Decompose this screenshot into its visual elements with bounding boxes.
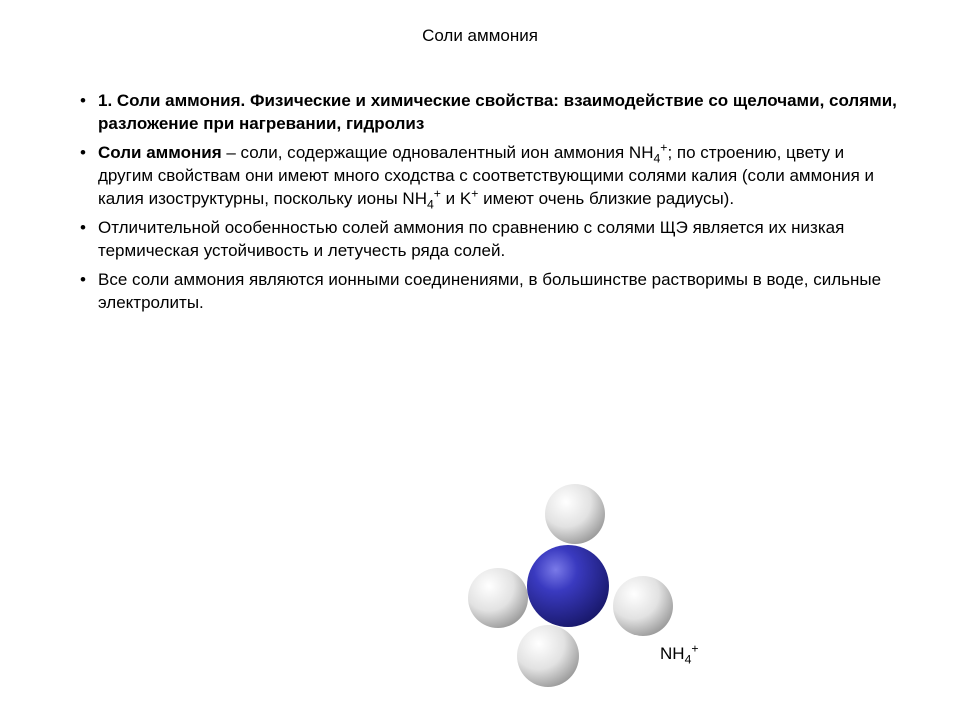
molecule-formula-label: NH4+	[660, 644, 699, 664]
bullet-bold-text: 1. Соли аммония. Физические и химические…	[98, 91, 897, 133]
hydrogen-atom	[613, 576, 673, 636]
hydrogen-atom	[545, 484, 605, 544]
bullet-item: 1. Соли аммония. Физические и химические…	[80, 90, 900, 136]
bullet-text: – соли, содержащие одновалентный ион амм…	[222, 143, 629, 162]
chem-formula: K+	[460, 189, 479, 208]
ammonium-molecule-diagram	[440, 478, 700, 698]
hydrogen-atom	[517, 625, 579, 687]
bullet-list: 1. Соли аммония. Физические и химические…	[80, 90, 900, 314]
bullet-text: и	[441, 189, 460, 208]
hydrogen-atom	[468, 568, 528, 628]
nitrogen-atom	[527, 545, 609, 627]
chem-formula: NH4+	[629, 143, 668, 162]
bullet-item: Все соли аммония являются ионными соедин…	[80, 269, 900, 315]
chem-formula: NH4+	[402, 189, 441, 208]
bullet-text: имеют очень близкие радиусы).	[478, 189, 734, 208]
slide-content: 1. Соли аммония. Физические и химические…	[80, 90, 900, 320]
bullet-item: Отличительной особенностью солей аммония…	[80, 217, 900, 263]
bullet-bold-text: Соли аммония	[98, 143, 222, 162]
slide-title: Соли аммония	[0, 26, 960, 46]
bullet-text: Отличительной особенностью солей аммония…	[98, 218, 844, 260]
molecule-svg	[440, 478, 700, 698]
slide: Соли аммония 1. Соли аммония. Физические…	[0, 0, 960, 720]
bullet-item: Соли аммония – соли, содержащие одновале…	[80, 142, 900, 211]
bullet-text: Все соли аммония являются ионными соедин…	[98, 270, 881, 312]
